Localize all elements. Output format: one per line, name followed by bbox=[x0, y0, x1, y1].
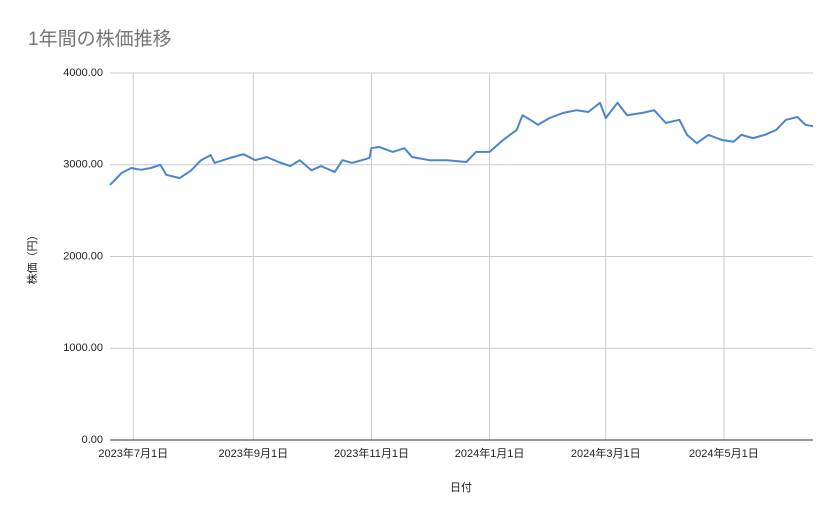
y-tick-label: 3000.00 bbox=[63, 159, 103, 171]
y-tick-label: 2000.00 bbox=[63, 250, 103, 262]
x-tick-label: 2024年5月1日 bbox=[689, 446, 759, 460]
x-tick-label: 2023年11月1日 bbox=[334, 446, 409, 460]
price-line bbox=[109, 101, 814, 186]
chart-title: 1年間の株価推移 bbox=[28, 28, 172, 50]
x-tick-label: 2024年1月1日 bbox=[455, 446, 525, 460]
x-tick-label: 2023年7月1日 bbox=[98, 446, 168, 460]
x-tick-label: 2023年9月1日 bbox=[218, 446, 288, 460]
y-axis-label: 株価（円） bbox=[25, 230, 39, 285]
x-tick-label: 2024年3月1日 bbox=[571, 446, 641, 460]
y-tick-label: 4000.00 bbox=[63, 67, 103, 79]
y-tick-label: 0.00 bbox=[82, 434, 103, 446]
y-tick-label: 1000.00 bbox=[63, 342, 103, 354]
x-axis-label: 日付 bbox=[450, 481, 472, 494]
